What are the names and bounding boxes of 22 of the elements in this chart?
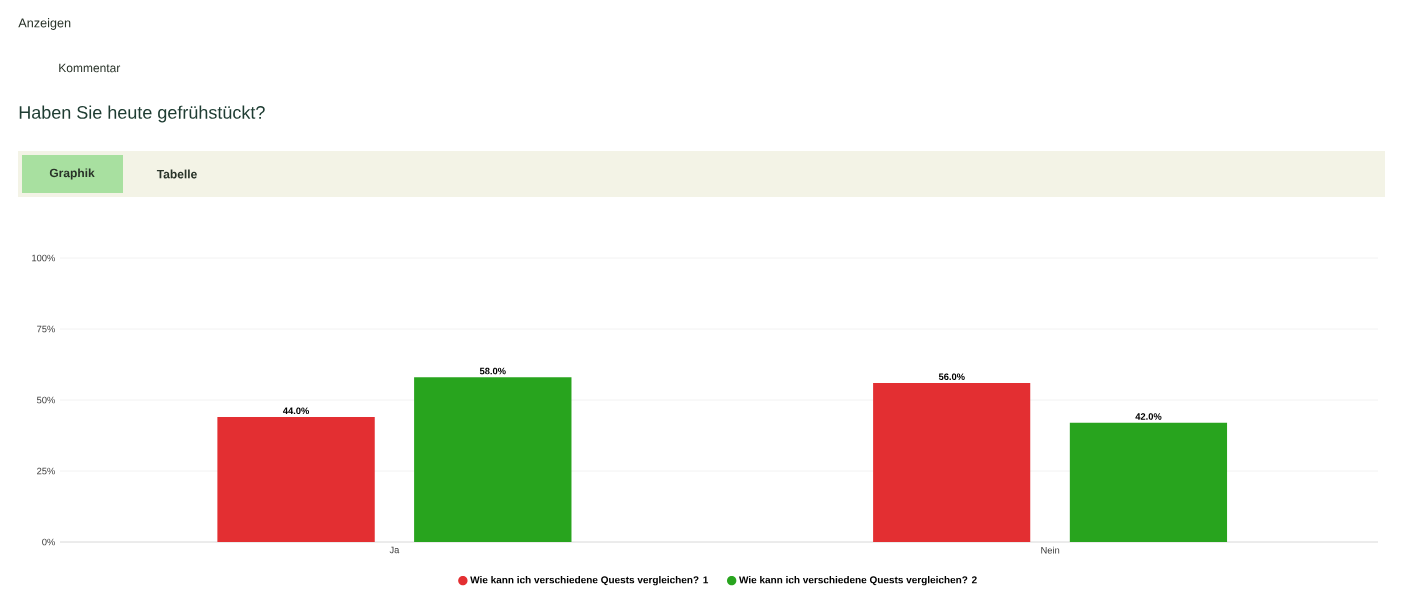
bar — [414, 377, 572, 543]
data-label: 56.0% — [938, 373, 965, 381]
y-tick-label: 75% — [37, 325, 55, 333]
data-label: 44.0% — [282, 407, 310, 415]
data-label: 42.0% — [1135, 413, 1162, 420]
bar — [217, 417, 375, 543]
y-tick-label: 0% — [42, 538, 55, 546]
text: Anzeigen — [18, 18, 71, 30]
x-tick-label: Ja — [389, 546, 400, 554]
y-tick-label: 100% — [32, 254, 55, 262]
bar — [1069, 422, 1228, 543]
legend-label: Wie kann ich verschiedene Quests vergleichen? 2 — [739, 576, 977, 586]
legend-label: Wie kann ich verschiedene Quests vergleichen? 1 — [470, 576, 709, 586]
text: Tabelle — [156, 169, 197, 179]
y-tick-label: 25% — [37, 467, 55, 475]
x-tick-label: Nein — [1041, 546, 1060, 554]
y-tick-label: 50% — [36, 396, 55, 404]
text: Graphik — [49, 168, 95, 180]
bar — [873, 382, 1031, 543]
data-label: 58.0% — [479, 367, 506, 375]
text: Kommentar — [59, 63, 121, 73]
chart-title: Haben Sie heute gefrühstückt? — [19, 105, 265, 123]
